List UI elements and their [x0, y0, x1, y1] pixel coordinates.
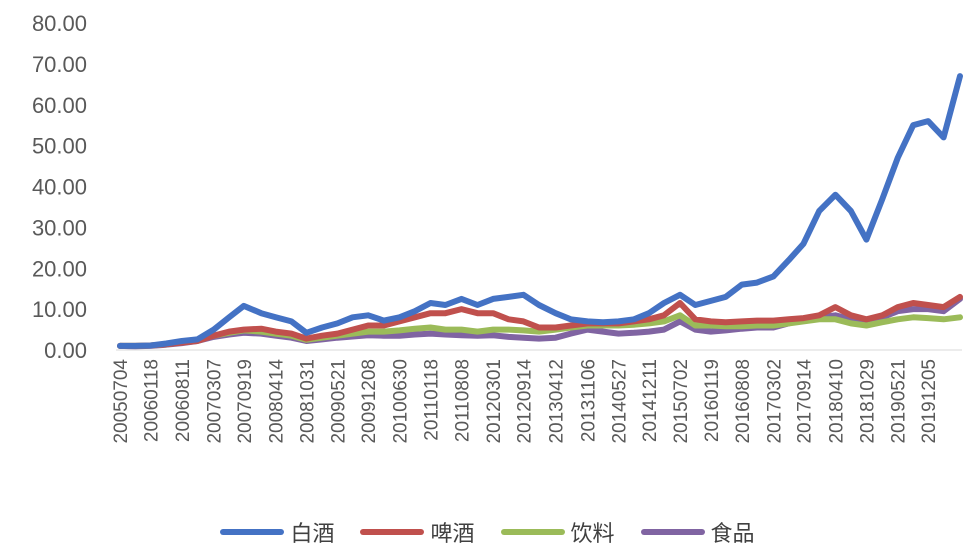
legend-item: 啤酒 — [360, 516, 475, 548]
y-tick-label: 0.00 — [44, 338, 87, 363]
series-line-1 — [117, 73, 963, 349]
x-axis: 20050704 20060118 20060811 20070307 20070919… — [111, 349, 962, 444]
legend-item: 白酒 — [220, 516, 334, 548]
legend-item: 饮料 — [500, 516, 615, 548]
x-tick-label: 20180410 — [826, 359, 847, 444]
y-tick-label: 20.00 — [32, 256, 87, 281]
x-tick-label: 20170302 — [764, 359, 785, 444]
series-line-2 — [117, 293, 963, 349]
x-tick-label: 20191205 — [919, 359, 940, 444]
x-tick-label: 20080414 — [267, 359, 288, 444]
x-tick-label: 20100630 — [391, 359, 412, 444]
legend-item: 食品 — [640, 516, 755, 548]
y-axis: 0.00 10.00 20.00 30.00 40.00 50.00 60.00 70.00 8… — [32, 11, 87, 363]
x-tick-label: 20120301 — [484, 359, 505, 444]
legend-swatch — [360, 529, 425, 535]
legend-label: 饮料 — [570, 522, 615, 547]
x-tick-label: 20090521 — [328, 359, 349, 444]
x-tick-label: 20060811 — [173, 359, 194, 442]
y-tick-label: 80.00 — [32, 11, 87, 36]
x-tick-label: 20050704 — [111, 359, 132, 444]
x-tick-label: 20110118 — [422, 359, 443, 441]
x-tick-label: 20150702 — [671, 359, 692, 444]
legend-swatch — [500, 529, 565, 535]
x-tick-label: 20081031 — [297, 359, 318, 444]
y-tick-label: 30.00 — [32, 215, 87, 240]
legend-label: 白酒 — [290, 522, 335, 547]
x-tick-label: 20170914 — [795, 359, 816, 444]
legend: 白酒 啤酒 饮料 食品 — [0, 516, 975, 548]
x-tick-label: 20091208 — [359, 359, 380, 444]
series-layer — [117, 73, 963, 350]
x-tick-label: 20130412 — [547, 359, 568, 444]
x-tick-label: 20070307 — [205, 359, 226, 444]
y-tick-label: 10.00 — [32, 297, 87, 322]
x-tick-label: 20181029 — [857, 359, 878, 444]
legend-swatch — [640, 529, 705, 535]
legend-swatch — [220, 529, 285, 535]
y-tick-label: 60.00 — [32, 93, 87, 118]
line-chart: 0.00 10.00 20.00 30.00 40.00 50.00 60.00 70.00 8… — [32, 11, 963, 444]
x-tick-label: 20190521 — [889, 359, 910, 444]
x-tick-label: 20141211 — [640, 359, 661, 442]
x-tick-label: 20131106 — [578, 359, 599, 442]
x-tick-label: 20140527 — [609, 359, 630, 444]
x-tick-label: 20120914 — [514, 359, 535, 444]
x-tick-label: 20160119 — [702, 359, 723, 442]
x-tick-label: 20110808 — [453, 359, 474, 442]
y-tick-label: 70.00 — [32, 52, 87, 77]
y-tick-label: 50.00 — [32, 134, 87, 159]
x-tick-label: 20060118 — [141, 359, 162, 442]
x-tick-label: 20070919 — [235, 359, 256, 444]
legend-label: 食品 — [710, 522, 755, 547]
legend-label: 啤酒 — [430, 522, 475, 547]
y-tick-label: 40.00 — [32, 175, 87, 200]
x-tick-label: 20160808 — [733, 359, 754, 444]
